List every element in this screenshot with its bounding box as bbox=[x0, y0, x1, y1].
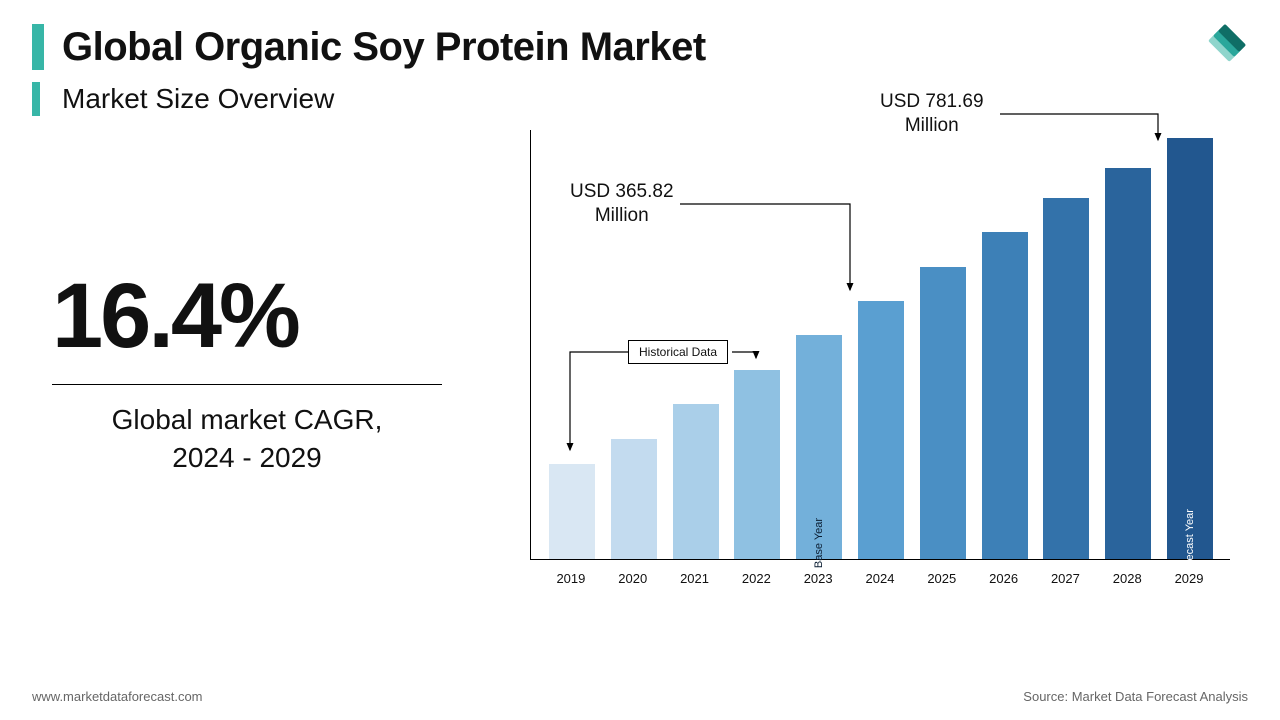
chart-bar-slot bbox=[974, 129, 1036, 559]
chart-bar bbox=[982, 232, 1028, 559]
cagr-value: 16.4% bbox=[52, 270, 452, 362]
footer-source-text: Source: Market Data Forecast Analysis bbox=[1023, 689, 1248, 704]
callout-forecast-year-value: USD 781.69 Million bbox=[880, 90, 984, 138]
x-axis-year-label: 2028 bbox=[1096, 571, 1158, 586]
chart-bar-slot bbox=[850, 129, 912, 559]
chart-bar bbox=[673, 404, 719, 559]
x-axis-year-label: 2024 bbox=[849, 571, 911, 586]
chart-bar: Forecast Year bbox=[1167, 138, 1213, 559]
title-row: Global Organic Soy Protein Market bbox=[32, 24, 706, 70]
cagr-label: Global market CAGR, 2024 - 2029 bbox=[52, 401, 442, 477]
x-axis-year-label: 2029 bbox=[1158, 571, 1220, 586]
subtitle-accent-bar bbox=[32, 82, 40, 116]
chart-bar-slot bbox=[1036, 129, 1098, 559]
chart-bar bbox=[611, 439, 657, 559]
chart-bar bbox=[1043, 198, 1089, 559]
x-axis-year-label: 2027 bbox=[1035, 571, 1097, 586]
chart-x-axis-labels: 2019202020212022202320242025202620272028… bbox=[530, 571, 1230, 586]
chart-bar-slot: Base Year bbox=[788, 129, 850, 559]
callout-left-line2: Million bbox=[595, 205, 649, 226]
chart-bar bbox=[858, 301, 904, 559]
cagr-divider bbox=[52, 384, 442, 385]
callout-base-year-value: USD 365.82 Million bbox=[570, 180, 674, 228]
x-axis-year-label: 2026 bbox=[973, 571, 1035, 586]
footer-website: www.marketdataforecast.com bbox=[32, 689, 203, 704]
brand-logo-icon bbox=[1200, 20, 1250, 70]
historical-data-label: Historical Data bbox=[628, 340, 728, 364]
chart-bar-slot bbox=[912, 129, 974, 559]
title-accent-bar bbox=[32, 24, 44, 70]
x-axis-year-label: 2020 bbox=[602, 571, 664, 586]
chart-bar: Base Year bbox=[796, 335, 842, 559]
bar-vertical-label: Forecast Year bbox=[1184, 509, 1196, 577]
chart-bar-slot bbox=[1097, 129, 1159, 559]
subtitle-row: Market Size Overview bbox=[32, 82, 334, 116]
chart-bar bbox=[549, 464, 595, 559]
bar-vertical-label: Base Year bbox=[813, 518, 825, 568]
cagr-block: 16.4% Global market CAGR, 2024 - 2029 bbox=[52, 270, 452, 477]
x-axis-year-label: 2021 bbox=[664, 571, 726, 586]
chart-bar bbox=[920, 267, 966, 559]
page: Global Organic Soy Protein Market Market… bbox=[0, 0, 1280, 720]
chart-bar bbox=[1105, 168, 1151, 559]
cagr-label-line2: 2024 - 2029 bbox=[172, 442, 321, 473]
cagr-label-line1: Global market CAGR, bbox=[112, 404, 383, 435]
chart-bar-slot: Forecast Year bbox=[1159, 129, 1221, 559]
callout-right-line2: Million bbox=[905, 115, 959, 136]
x-axis-year-label: 2019 bbox=[540, 571, 602, 586]
market-size-chart: Base YearForecast Year 20192020202120222… bbox=[530, 100, 1230, 600]
page-subtitle: Market Size Overview bbox=[62, 83, 334, 115]
x-axis-year-label: 2023 bbox=[787, 571, 849, 586]
page-title: Global Organic Soy Protein Market bbox=[62, 25, 706, 70]
x-axis-year-label: 2022 bbox=[725, 571, 787, 586]
callout-left-line1: USD 365.82 bbox=[570, 181, 674, 202]
chart-bar-slot bbox=[726, 129, 788, 559]
x-axis-year-label: 2025 bbox=[911, 571, 973, 586]
callout-right-line1: USD 781.69 bbox=[880, 91, 984, 112]
chart-bar bbox=[734, 370, 780, 559]
